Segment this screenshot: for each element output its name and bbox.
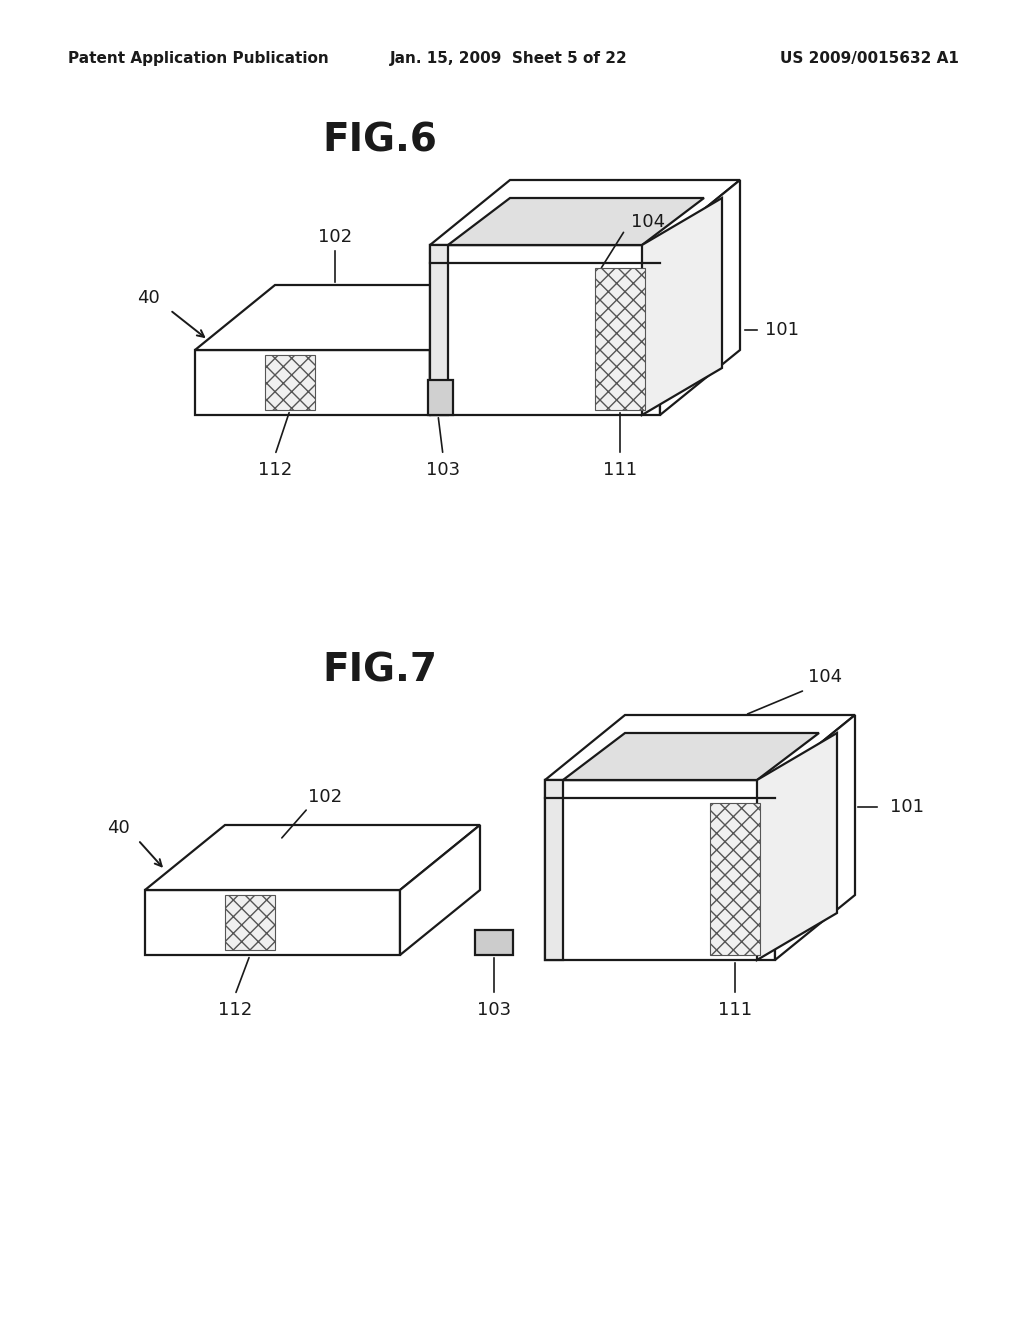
Polygon shape	[225, 895, 275, 950]
Polygon shape	[449, 198, 705, 246]
Polygon shape	[195, 350, 430, 414]
Polygon shape	[757, 733, 837, 960]
Text: 102: 102	[308, 788, 342, 807]
Text: 101: 101	[890, 799, 924, 816]
Polygon shape	[475, 931, 513, 954]
Polygon shape	[430, 246, 449, 414]
Polygon shape	[545, 780, 775, 960]
Polygon shape	[430, 246, 660, 414]
Polygon shape	[595, 268, 645, 411]
Polygon shape	[563, 733, 819, 780]
Text: 103: 103	[426, 461, 460, 479]
Polygon shape	[400, 825, 480, 954]
Text: 112: 112	[218, 1001, 252, 1019]
Text: 112: 112	[258, 461, 292, 479]
Polygon shape	[545, 780, 563, 960]
Text: 104: 104	[631, 213, 665, 231]
Polygon shape	[710, 803, 760, 954]
Text: 102: 102	[317, 228, 352, 246]
Polygon shape	[660, 180, 740, 414]
Text: 104: 104	[808, 668, 842, 686]
Polygon shape	[145, 825, 480, 890]
Polygon shape	[545, 715, 855, 780]
Text: FIG.6: FIG.6	[323, 121, 437, 158]
Text: US 2009/0015632 A1: US 2009/0015632 A1	[780, 50, 958, 66]
Text: 101: 101	[765, 321, 799, 339]
Text: 103: 103	[477, 1001, 511, 1019]
Text: 40: 40	[106, 818, 129, 837]
Polygon shape	[428, 380, 453, 414]
Polygon shape	[265, 355, 315, 411]
Text: 40: 40	[136, 289, 160, 308]
Text: 111: 111	[718, 1001, 752, 1019]
Text: 111: 111	[603, 461, 637, 479]
Polygon shape	[430, 285, 510, 414]
Polygon shape	[642, 198, 722, 414]
Text: Jan. 15, 2009  Sheet 5 of 22: Jan. 15, 2009 Sheet 5 of 22	[390, 50, 628, 66]
Polygon shape	[145, 890, 400, 954]
Text: Patent Application Publication: Patent Application Publication	[68, 50, 329, 66]
Text: FIG.7: FIG.7	[323, 651, 437, 689]
Polygon shape	[775, 715, 855, 960]
Polygon shape	[195, 285, 510, 350]
Polygon shape	[430, 180, 740, 246]
